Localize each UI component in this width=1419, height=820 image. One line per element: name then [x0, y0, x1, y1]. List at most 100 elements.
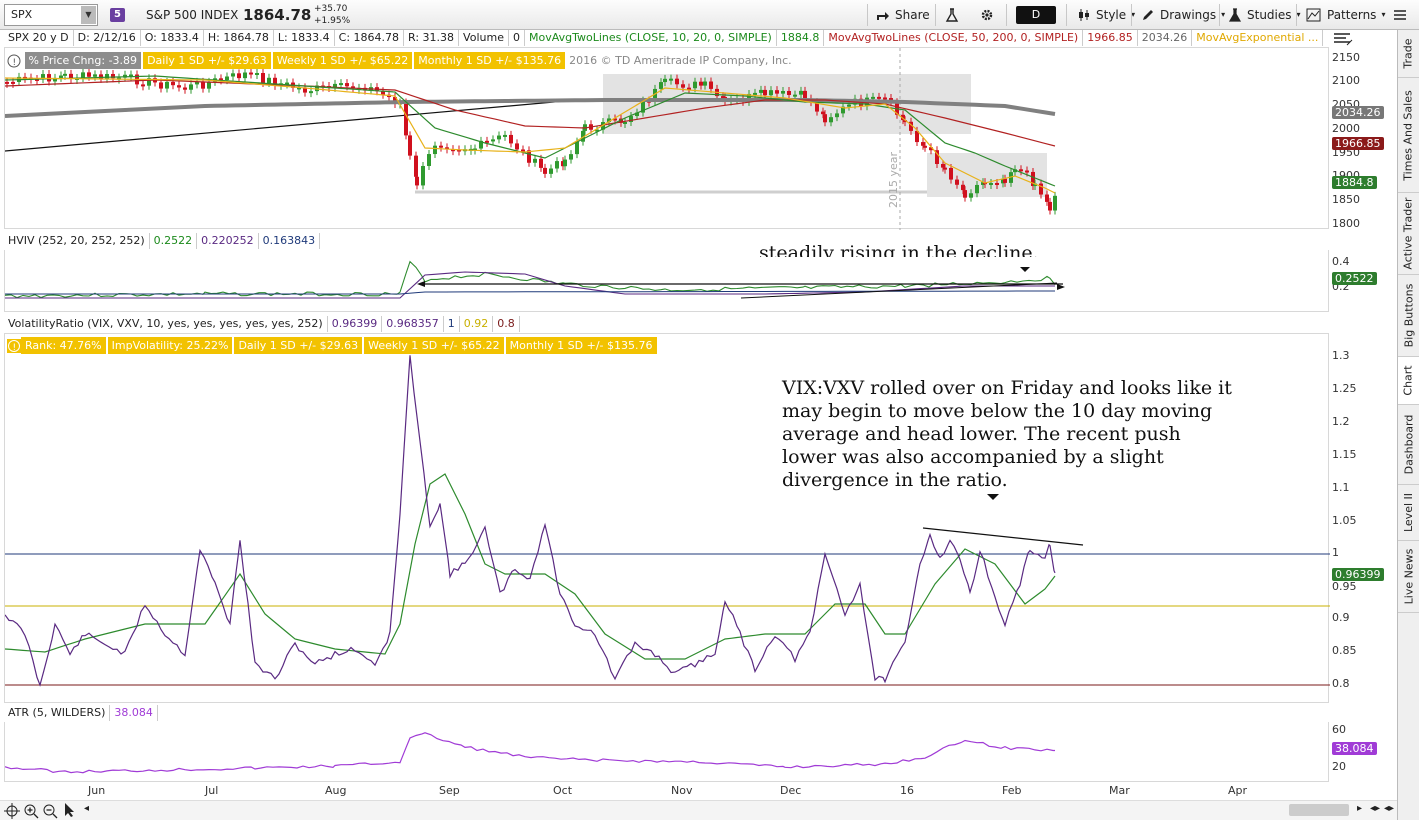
candle: [653, 88, 657, 102]
studies-button[interactable]: Studies ▾: [1228, 5, 1301, 25]
ratio-tick: 1.15: [1332, 448, 1357, 461]
tab-level-ii[interactable]: Level II: [1398, 485, 1419, 541]
candle: [753, 92, 757, 95]
candle: [433, 145, 437, 155]
candle: [815, 102, 819, 112]
ratio-annotation: VIX:VXV rolled over on Friday and looks …: [782, 377, 1232, 492]
candle: [909, 121, 913, 131]
candle: [297, 87, 301, 90]
candle: [408, 135, 412, 156]
candlestick-icon: [1079, 9, 1089, 21]
ema-study-label[interactable]: MovAvgExponential ...: [1192, 30, 1324, 46]
annotation-line: divergence in the ratio.: [782, 469, 1008, 491]
hviv-value: 0.220252: [197, 233, 259, 249]
share-button[interactable]: Share: [876, 5, 930, 25]
chart-info-bar: SPX 20 y D D: 2/12/16 O: 1833.4 H: 1864.78 L…: [4, 30, 1394, 46]
symbol-dropdown-icon[interactable]: ▼: [81, 6, 96, 24]
candle: [503, 134, 507, 137]
candle: [309, 91, 313, 94]
candle: [381, 91, 385, 95]
chart-settings-icon[interactable]: [1332, 31, 1354, 46]
price-axis[interactable]: 2150 2100 2050 2000 1950 1900 1850 1800 …: [1330, 47, 1394, 230]
hviv-axis[interactable]: 0.4 0.2 0.2522: [1330, 250, 1394, 312]
warning-icon[interactable]: !: [7, 339, 21, 353]
tab-dashboard[interactable]: Dashboard: [1398, 405, 1419, 485]
reset-view-icon[interactable]: ◂▸: [1384, 803, 1395, 814]
ratio-tick: 1.05: [1332, 514, 1357, 527]
hviv-panel[interactable]: steadily rising in the decline.: [4, 243, 1330, 312]
ratio-value: 0.968357: [382, 316, 444, 332]
aggregation-selector[interactable]: D: [1016, 6, 1056, 24]
tab-live-news[interactable]: Live News: [1398, 541, 1419, 613]
trend-line: [5, 100, 566, 152]
menu-button[interactable]: [1393, 5, 1407, 25]
info-icon[interactable]: !: [7, 54, 21, 68]
ratio-tick: 0.8: [1332, 677, 1350, 690]
rising-trend-line: [740, 282, 1058, 299]
toolbar-divider: [1296, 4, 1297, 26]
ratio-axis[interactable]: 1.3 1.25 1.2 1.15 1.1 1.05 1 0.95 0.9 0.…: [1330, 333, 1394, 703]
atr-chart[interactable]: [5, 722, 1330, 782]
tab-big-buttons[interactable]: Big Buttons: [1398, 275, 1419, 357]
right-sidebar: Trade Times And Sales Active Trader Big …: [1397, 30, 1419, 820]
flask-button[interactable]: [945, 5, 959, 25]
expand-icon[interactable]: ◂▸: [1370, 803, 1381, 814]
toolbar-divider: [867, 4, 868, 26]
candle: [829, 117, 833, 123]
candle: [339, 83, 343, 86]
candle: [427, 154, 431, 166]
price-panel[interactable]: 2015 year ! % Price Chng: -3.89 Daily 1 S…: [4, 47, 1330, 230]
scroll-right-icon[interactable]: ▸: [1357, 803, 1363, 814]
toolbar-divider: [1131, 4, 1132, 26]
pointer-icon[interactable]: [63, 802, 77, 818]
candle: [439, 145, 443, 148]
bar-high: H: 1864.78: [204, 30, 274, 46]
tab-active-trader[interactable]: Active Trader: [1398, 193, 1419, 275]
chart-period[interactable]: SPX 20 y D: [4, 30, 74, 46]
zoom-out-icon[interactable]: [42, 803, 58, 819]
ratio-study-label[interactable]: VolatilityRatio (VIX, VXV, 10, yes, yes,…: [4, 316, 328, 332]
candle: [59, 75, 63, 78]
settings-button[interactable]: [980, 5, 994, 25]
hviv-annotation: steadily rising in the decline.: [759, 243, 1039, 257]
crosshair-icon[interactable]: [4, 803, 20, 819]
time-tick: Aug: [325, 784, 347, 797]
style-button[interactable]: Style ▾: [1077, 5, 1135, 25]
atr-panel[interactable]: [4, 722, 1329, 782]
candle: [63, 73, 67, 76]
ma-fast-study-label[interactable]: MovAvgTwoLines (CLOSE, 10, 20, 0, SIMPLE…: [525, 30, 777, 46]
candle: [69, 73, 73, 80]
candle: [315, 85, 319, 92]
time-axis[interactable]: Jun Jul Aug Sep Oct Nov Dec 16 Feb Mar A…: [4, 782, 1329, 800]
scroll-thumb[interactable]: [1289, 804, 1349, 816]
candle: [237, 73, 241, 79]
hviv-study-label[interactable]: HVIV (252, 20, 252, 252): [4, 233, 150, 249]
drawings-button[interactable]: Drawings ▾: [1141, 5, 1225, 25]
price-chart[interactable]: 2015 year: [5, 48, 1330, 230]
ma-slow-study-label[interactable]: MovAvgTwoLines (CLOSE, 50, 200, 0, SIMPL…: [824, 30, 1084, 46]
link-group-badge[interactable]: 5: [110, 8, 125, 22]
candle: [1053, 195, 1057, 211]
ratio-panel[interactable]: ! Rank: 47.76% ImpVolatility: 25.22% Daily …: [4, 333, 1330, 704]
tab-times-and-sales[interactable]: Times And Sales: [1398, 78, 1419, 193]
patterns-button[interactable]: Patterns ▾: [1306, 5, 1385, 25]
zoom-in-icon[interactable]: [23, 803, 39, 819]
candle: [129, 74, 133, 77]
tab-chart[interactable]: Chart: [1398, 357, 1419, 405]
candle: [989, 182, 993, 185]
symbol-input[interactable]: SPX ▼: [4, 4, 98, 26]
hviv-chart[interactable]: [5, 250, 1330, 312]
time-tick: 16: [900, 784, 914, 797]
ratio-tick: 0.9: [1332, 611, 1350, 624]
atr-axis[interactable]: 60 20 38.084: [1330, 722, 1394, 782]
annotation-line: average and head lower. The recent push: [782, 423, 1181, 445]
tab-trade[interactable]: Trade: [1398, 30, 1419, 78]
candle: [445, 147, 449, 150]
candle: [303, 87, 307, 93]
ratio-chart[interactable]: [5, 334, 1330, 704]
atr-study-label[interactable]: ATR (5, WILDERS): [4, 705, 111, 721]
ma-200-line: [5, 98, 1056, 118]
candle: [969, 193, 973, 198]
candle: [333, 83, 337, 88]
scroll-left-icon[interactable]: ◂: [84, 803, 90, 814]
